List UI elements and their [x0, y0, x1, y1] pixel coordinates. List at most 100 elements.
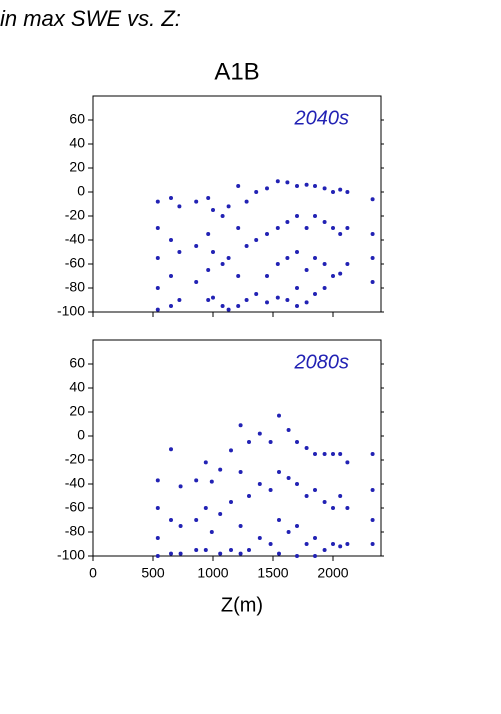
y-tick-label: 60 — [69, 355, 85, 371]
point — [178, 484, 183, 489]
point — [254, 190, 259, 194]
point — [194, 199, 199, 204]
point — [229, 500, 233, 504]
y-tick-label: -60 — [65, 499, 85, 515]
point — [226, 307, 231, 312]
y-tick-label: -80 — [65, 279, 85, 295]
annotation: 2080s — [294, 351, 350, 373]
point — [322, 186, 327, 191]
y-tick-label: -20 — [65, 207, 85, 223]
point — [178, 551, 183, 556]
annotation: 2040s — [294, 107, 350, 129]
point — [286, 428, 291, 432]
point — [265, 186, 269, 191]
point — [236, 184, 241, 188]
point — [295, 214, 299, 218]
point — [322, 500, 327, 504]
point — [177, 204, 182, 209]
point — [155, 199, 160, 204]
point — [322, 220, 327, 224]
y-tick-label: -80 — [65, 523, 85, 539]
y-tick-label: 40 — [69, 379, 85, 395]
point — [209, 479, 214, 484]
point — [211, 250, 215, 254]
point — [295, 482, 299, 486]
point — [177, 298, 182, 302]
point — [226, 204, 231, 209]
point — [322, 262, 327, 266]
chart-title: A1B — [214, 58, 259, 85]
point — [370, 518, 375, 522]
point — [206, 298, 211, 302]
point — [169, 551, 173, 556]
point — [257, 482, 262, 486]
point — [254, 238, 259, 242]
point — [218, 551, 223, 556]
plot-frame — [92, 339, 382, 557]
point — [177, 250, 182, 254]
point — [268, 488, 273, 492]
point — [194, 548, 199, 552]
point — [331, 274, 335, 278]
point — [345, 460, 350, 465]
point — [295, 440, 299, 444]
point — [304, 542, 309, 546]
point — [304, 182, 309, 187]
point — [304, 268, 309, 272]
point — [331, 506, 335, 510]
point — [370, 488, 375, 492]
caption: in max SWE vs. Z: — [0, 6, 181, 31]
point — [295, 554, 299, 558]
point — [236, 274, 241, 278]
point — [345, 506, 350, 510]
x-tick-label: 500 — [141, 565, 165, 581]
point — [286, 476, 291, 480]
point — [370, 280, 375, 284]
point — [229, 548, 233, 552]
point — [338, 271, 343, 276]
point — [169, 518, 173, 522]
point — [268, 542, 273, 546]
point — [203, 506, 208, 510]
point — [331, 452, 335, 456]
point — [194, 280, 199, 284]
point — [331, 542, 335, 546]
point — [238, 551, 243, 556]
x-axis-label: Z(m) — [221, 594, 263, 616]
point — [275, 226, 280, 230]
point — [203, 460, 208, 465]
y-tick-label: 20 — [69, 403, 85, 419]
y-tick-label: -40 — [65, 475, 85, 491]
point — [285, 298, 290, 302]
point — [211, 208, 215, 212]
point — [238, 524, 243, 528]
point — [370, 197, 375, 202]
point — [304, 226, 309, 230]
point — [238, 470, 243, 474]
point — [313, 554, 317, 558]
point — [206, 268, 211, 272]
point — [338, 452, 343, 456]
point — [313, 488, 317, 492]
point — [285, 180, 290, 185]
point — [218, 512, 223, 516]
y-tick-label: -100 — [57, 303, 85, 319]
x-tick-label: 1000 — [197, 565, 228, 581]
point — [277, 518, 281, 522]
point — [268, 440, 273, 444]
point — [194, 244, 199, 248]
y-tick-label: 0 — [77, 183, 85, 199]
point — [238, 423, 243, 428]
point — [338, 494, 343, 498]
point — [285, 220, 290, 224]
point — [345, 262, 350, 266]
point — [345, 226, 350, 230]
point — [209, 530, 214, 534]
point — [322, 286, 327, 290]
point — [247, 494, 251, 498]
point — [155, 536, 160, 540]
point — [257, 431, 262, 436]
y-tick-label: -100 — [57, 547, 85, 563]
point — [295, 286, 299, 290]
